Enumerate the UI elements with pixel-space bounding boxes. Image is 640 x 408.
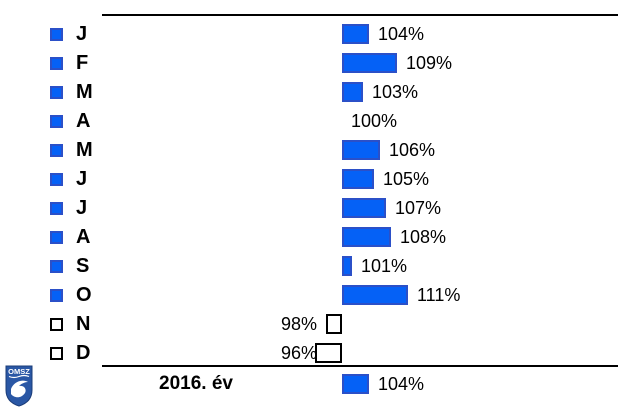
category-label: J bbox=[76, 197, 88, 219]
category-label: J bbox=[76, 168, 88, 190]
category-marker bbox=[50, 202, 63, 215]
category-label: A bbox=[76, 110, 91, 132]
value-label: 103% bbox=[372, 82, 419, 102]
category-marker bbox=[50, 115, 63, 128]
category-label: M bbox=[76, 139, 93, 161]
category-marker bbox=[50, 318, 63, 331]
value-label: 101% bbox=[361, 256, 408, 276]
year-value-label: 104% bbox=[378, 374, 425, 394]
category-marker bbox=[50, 28, 63, 41]
value-label: 100% bbox=[351, 111, 398, 131]
category-label: D bbox=[76, 342, 91, 364]
category-marker bbox=[50, 289, 63, 302]
category-label: S bbox=[76, 255, 90, 277]
bar bbox=[342, 169, 374, 189]
bar bbox=[342, 285, 408, 305]
logo-wave-icon bbox=[8, 374, 30, 379]
year-label: 2016. év bbox=[159, 373, 233, 394]
category-marker bbox=[50, 57, 63, 70]
category-label: N bbox=[76, 313, 91, 335]
value-label: 108% bbox=[400, 227, 447, 247]
bar bbox=[342, 198, 386, 218]
category-marker bbox=[50, 86, 63, 99]
bar bbox=[342, 82, 363, 102]
category-label: M bbox=[76, 81, 93, 103]
bar bbox=[342, 227, 391, 247]
value-label: 104% bbox=[378, 24, 425, 44]
category-marker bbox=[50, 173, 63, 186]
bar bbox=[342, 53, 397, 73]
category-marker bbox=[50, 347, 63, 360]
category-marker bbox=[50, 260, 63, 273]
dove-icon bbox=[11, 380, 28, 398]
bottom-axis-line bbox=[102, 365, 618, 367]
bar bbox=[342, 140, 380, 160]
value-label: 106% bbox=[389, 140, 436, 160]
value-label: 105% bbox=[383, 169, 430, 189]
year-bar bbox=[342, 374, 369, 394]
value-label: 109% bbox=[406, 53, 453, 73]
category-label: A bbox=[76, 226, 91, 248]
value-label: 111% bbox=[417, 285, 461, 305]
bar bbox=[326, 314, 342, 334]
category-label: F bbox=[76, 52, 89, 74]
bar bbox=[315, 343, 342, 363]
category-marker bbox=[50, 144, 63, 157]
value-label: 96% bbox=[280, 343, 317, 363]
top-axis-line bbox=[102, 14, 618, 16]
category-label: J bbox=[76, 23, 88, 45]
omsz-logo: OMSZ bbox=[5, 365, 33, 407]
bar bbox=[342, 256, 352, 276]
category-marker bbox=[50, 231, 63, 244]
value-label: 107% bbox=[395, 198, 442, 218]
category-label: O bbox=[76, 284, 92, 306]
omsz-logo-text: OMSZ bbox=[8, 367, 30, 376]
bar bbox=[342, 24, 369, 44]
value-label: 98% bbox=[280, 314, 317, 334]
